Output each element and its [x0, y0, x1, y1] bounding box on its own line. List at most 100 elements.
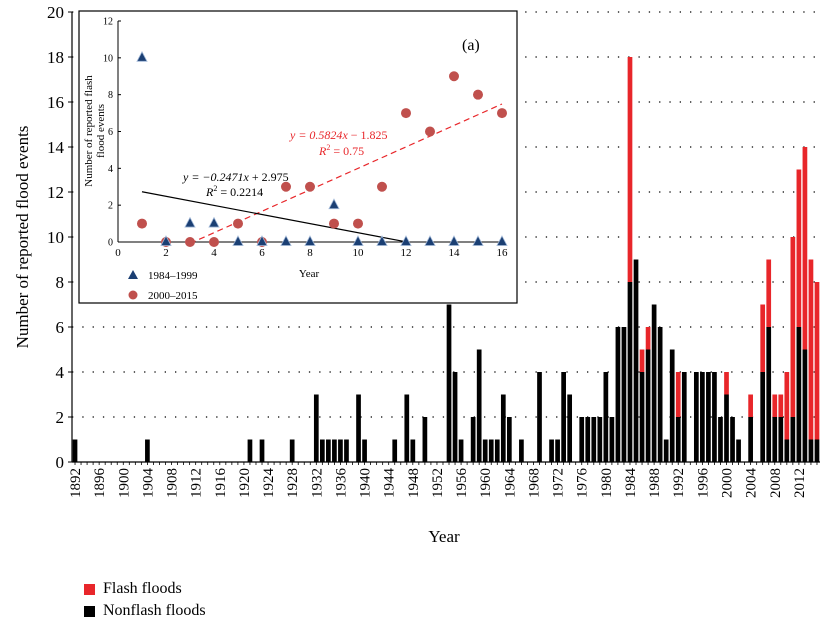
bar-nonflash-1981	[609, 417, 615, 462]
bar-nonflash-2013	[802, 349, 808, 462]
bar-nonflash-1945	[392, 439, 398, 462]
bar-nonflash-1990	[663, 439, 669, 462]
bar-nonflash-2015	[814, 439, 820, 462]
point-2000-4	[209, 237, 219, 247]
bar-nonflash-2000	[724, 394, 729, 462]
inset-y-tick-label: 10	[103, 53, 113, 64]
trendline-1984	[141, 191, 407, 243]
bar-nonflash-2009	[778, 417, 784, 462]
bar-flash-2008	[772, 394, 778, 417]
inset-y-axis-label-line-1: Number of reported flash	[83, 75, 95, 187]
point-2000-3	[185, 237, 195, 247]
main-x-tick-label: 1940	[358, 468, 374, 498]
bar-nonflash-1991	[669, 349, 675, 462]
bar-flash-2004	[748, 394, 753, 417]
main-y-tick-label: 8	[56, 273, 65, 292]
trendline-2000	[189, 103, 503, 244]
bar-flash-1984	[627, 57, 633, 282]
point-1984-7	[280, 235, 292, 246]
main-y-tick-label: 18	[47, 48, 64, 67]
bar-nonflash-1904	[145, 439, 150, 462]
main-y-tick-label: 6	[56, 318, 65, 337]
inset-y-axis-label-line-2: flood events	[95, 104, 107, 158]
main-x-tick-label: 1924	[261, 468, 277, 499]
bar-nonflash-1986	[639, 372, 645, 462]
bar-nonflash-1982	[615, 327, 621, 462]
trend-r2-1984-prefix: R	[205, 185, 214, 199]
bar-nonflash-1934	[326, 439, 331, 462]
point-1984-5	[232, 235, 244, 246]
bar-nonflash-2011	[790, 417, 796, 462]
bar-flash-2015	[814, 282, 820, 440]
main-x-tick-label: 1912	[189, 468, 205, 498]
main-x-tick-label: 1916	[213, 468, 229, 499]
inset-y-tick-label: 12	[103, 17, 113, 28]
inset-x-tick-label: 0	[115, 247, 121, 259]
bar-nonflash-1973	[561, 372, 566, 462]
point-2000-1	[137, 218, 147, 229]
main-y-tick-label: 4	[56, 363, 65, 382]
inset-x-axis-label: Year	[299, 268, 320, 280]
bar-nonflash-1995	[693, 372, 699, 462]
point-2000-16	[497, 108, 507, 119]
bar-nonflash-1976	[579, 417, 585, 462]
point-1984-8	[304, 235, 316, 246]
main-x-tick-label: 2012	[792, 468, 808, 498]
bar-flash-2010	[784, 372, 790, 440]
inset-x-tick-label: 16	[497, 247, 509, 259]
main-x-tick-label: 2004	[744, 468, 760, 499]
trend-r2-2000-suffix: = 0.75	[330, 144, 364, 158]
bar-nonflash-1923	[259, 439, 265, 462]
point-2000-5	[233, 218, 243, 229]
trend-equation-1984-var: x	[243, 170, 250, 184]
inset-legend-circle-marker	[128, 290, 138, 300]
point-1984-10	[352, 235, 364, 246]
point-2000-14	[449, 71, 459, 82]
bar-nonflash-1983	[621, 327, 627, 462]
bar-nonflash-1996	[700, 372, 705, 462]
main-x-tick-label: 1928	[285, 468, 301, 498]
inset-legend: 1984–1999 2000–2015	[128, 270, 198, 302]
main-y-tick-label: 16	[47, 93, 64, 112]
inset-x-tick-label: 14	[449, 247, 461, 259]
main-y-axis-label: Number of reported flood events	[13, 126, 32, 349]
main-x-tick-label: 1976	[575, 468, 591, 499]
main-x-tick-label: 1960	[478, 468, 494, 498]
main-x-tick-label: 1932	[309, 468, 325, 498]
inset-x-tick-label: 8	[307, 247, 313, 259]
main-x-tick-label: 1980	[599, 468, 615, 498]
main-x-tick-label: 2000	[720, 468, 736, 498]
trend-r2-2000-exp: 2	[326, 143, 330, 152]
bar-nonflash-1972	[555, 439, 560, 462]
inset-panel-label: (a)	[462, 37, 480, 54]
trend-equation-1984: y = −0.2471x + 2.975	[182, 170, 289, 184]
inset-y-tick-label: 6	[108, 127, 113, 138]
point-1984-12	[400, 235, 412, 246]
bar-nonflash-1971	[549, 439, 554, 462]
bar-nonflash-2008	[772, 417, 778, 462]
inset-x-tick-label: 2	[163, 247, 169, 259]
bar-nonflash-1978	[591, 417, 597, 462]
bar-nonflash-1963	[500, 394, 506, 462]
point-2000-12	[401, 108, 411, 119]
bar-flash-2013	[802, 147, 808, 350]
bar-flash-2011	[790, 237, 796, 417]
inset-legend-label-2000: 2000–2015	[148, 290, 198, 302]
main-x-tick-label: 1944	[382, 468, 398, 499]
main-y-tick-label: 12	[47, 183, 64, 202]
bar-nonflash-1939	[356, 394, 361, 462]
bar-flash-2012	[796, 169, 802, 327]
point-1984-16	[496, 235, 508, 246]
inset-frame	[78, 10, 518, 304]
bar-flash-2009	[778, 394, 784, 417]
bar-nonflash-1980	[603, 372, 609, 462]
point-2000-15	[473, 89, 483, 100]
point-2000-10	[353, 218, 363, 229]
bar-nonflash-1961	[488, 439, 494, 462]
bar-nonflash-1998	[712, 372, 717, 462]
bar-nonflash-2006	[760, 372, 766, 462]
bar-nonflash-1989	[657, 327, 663, 462]
point-1984-14	[448, 235, 460, 246]
main-y-tick-label: 2	[56, 408, 65, 427]
